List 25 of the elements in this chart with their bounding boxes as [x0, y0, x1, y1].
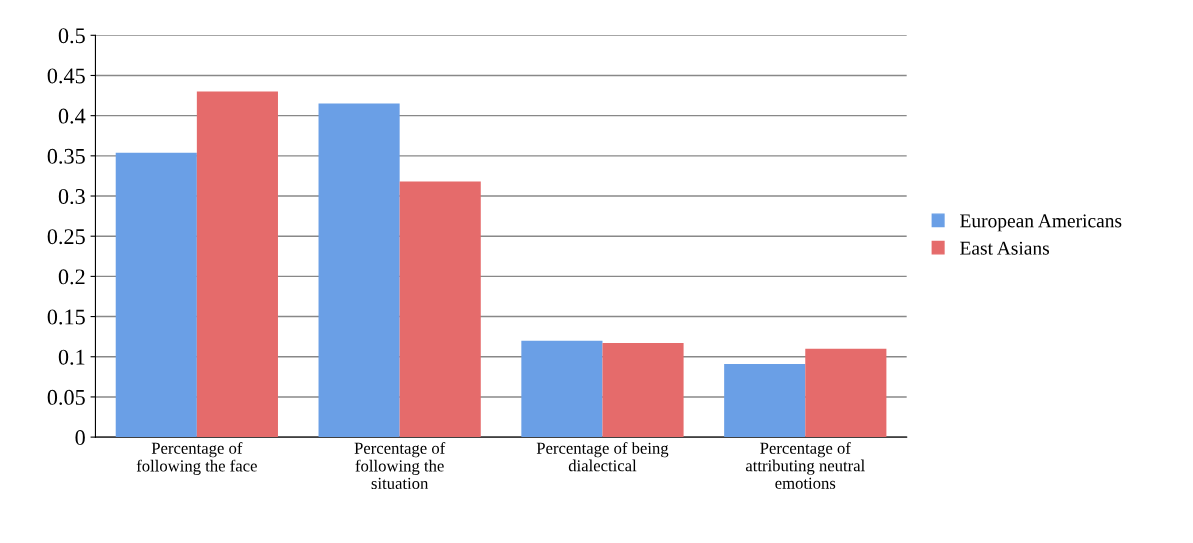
bar [805, 348, 887, 438]
y-tick-label: 0.25 [47, 229, 85, 245]
y-tick-label: 0.15 [47, 309, 85, 325]
x-tick-label: Percentage of attributing neutral emotions [745, 441, 865, 489]
bar [521, 340, 603, 438]
legend-label: East Asians [960, 241, 1050, 255]
x-tick-label: Percentage of following the situation [354, 441, 446, 490]
bar [724, 363, 806, 438]
x-tick-label: Percentage of being dialectical [536, 441, 669, 472]
y-tick-label: 0.3 [58, 188, 85, 205]
bar [318, 103, 400, 438]
legend-label: European Americans [960, 214, 1122, 232]
bar [399, 181, 481, 438]
y-tick-label: 0.05 [47, 389, 85, 405]
y-tick-label: 0.5 [58, 28, 85, 44]
y-tick-label: 0.45 [47, 68, 85, 84]
x-tick-label: Percentage of following the face [136, 441, 257, 475]
y-tick-label: 0.2 [58, 269, 85, 285]
y-tick-label: 0 [75, 430, 85, 446]
bar [602, 343, 684, 438]
y-tick-label: 0.35 [47, 148, 85, 164]
bar [196, 91, 278, 438]
bar [115, 152, 197, 438]
y-tick-label: 0.4 [58, 108, 86, 124]
y-tick-label: 0.1 [58, 349, 85, 365]
